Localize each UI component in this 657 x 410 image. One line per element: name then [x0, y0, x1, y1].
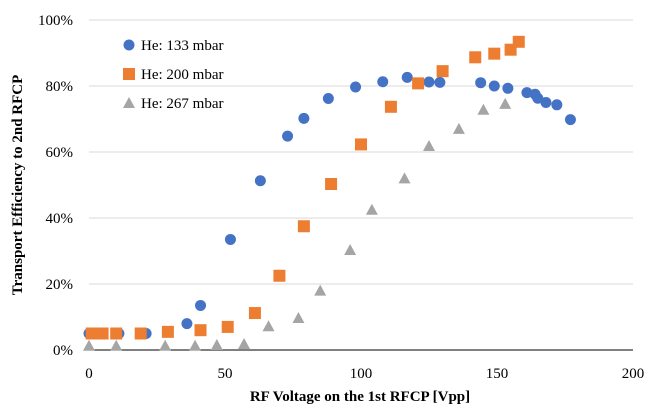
y-tick-label: 60% — [46, 145, 74, 161]
data-point — [398, 172, 411, 184]
x-tick-labels: 0 50 100 150 200 — [85, 366, 644, 382]
series-3 — [83, 97, 512, 351]
x-tick-label: 100 — [350, 366, 373, 382]
data-point — [273, 269, 286, 282]
data-point — [434, 76, 446, 88]
data-point — [436, 65, 449, 78]
data-point — [469, 51, 482, 64]
data-point — [504, 43, 517, 56]
data-point — [551, 99, 563, 111]
x-tick-label: 50 — [218, 366, 233, 382]
data-point — [224, 233, 236, 245]
data-point — [377, 76, 389, 88]
data-point — [195, 299, 207, 311]
data-point — [134, 327, 147, 340]
data-point — [423, 76, 435, 88]
data-point — [96, 327, 109, 340]
x-axis-title: RF Voltage on the 1st RFCP [Vpp] — [250, 389, 470, 405]
y-tick-label: 40% — [46, 211, 74, 227]
data-point — [297, 220, 310, 233]
data-point — [282, 130, 294, 142]
data-point — [355, 138, 367, 151]
data-points — [83, 35, 576, 351]
data-point — [194, 324, 207, 337]
series-2 — [85, 35, 525, 340]
legend-marker-267 — [123, 97, 135, 108]
data-point — [384, 100, 397, 113]
data-point — [314, 284, 327, 296]
data-point — [325, 178, 338, 191]
data-point — [181, 318, 193, 330]
data-point — [499, 97, 512, 109]
data-point — [502, 82, 514, 94]
data-point — [350, 81, 362, 93]
data-point — [344, 244, 357, 256]
data-point — [262, 320, 275, 332]
data-point — [110, 339, 123, 351]
data-point — [423, 140, 435, 152]
data-point — [532, 92, 544, 104]
legend: He: 133 mbar He: 200 mbar He: 267 mbar — [123, 38, 223, 112]
gridlines — [89, 19, 633, 285]
data-point — [488, 47, 501, 60]
y-tick-label: 80% — [46, 79, 74, 95]
data-point — [159, 339, 172, 351]
data-point — [475, 77, 487, 89]
legend-label-133: He: 133 mbar — [141, 38, 223, 54]
data-point — [512, 35, 525, 48]
data-point — [540, 97, 552, 108]
y-tick-labels: 0% 20% 40% 60% 80% 100% — [38, 13, 73, 359]
x-tick-label: 0 — [85, 366, 93, 382]
data-point — [322, 93, 334, 105]
data-point — [452, 122, 465, 134]
data-point — [189, 339, 202, 351]
data-point — [521, 87, 533, 99]
data-point — [254, 175, 266, 187]
data-point — [238, 338, 251, 350]
data-point — [401, 71, 413, 83]
data-point — [412, 77, 425, 90]
data-point — [83, 339, 95, 351]
y-tick-label: 20% — [46, 277, 74, 293]
data-point — [161, 325, 174, 338]
data-point — [488, 80, 500, 92]
legend-marker-133 — [123, 39, 135, 51]
y-tick-label: 0% — [53, 343, 73, 359]
x-tick-label: 150 — [486, 366, 509, 382]
legend-label-267: He: 267 mbar — [141, 96, 223, 112]
legend-marker-200 — [123, 68, 135, 80]
data-point — [292, 311, 305, 323]
data-point — [365, 203, 378, 215]
data-point — [110, 327, 123, 340]
data-point — [564, 114, 576, 126]
data-point — [477, 103, 490, 115]
y-axis-title: Transport Efficiency to 2nd RFCP — [10, 75, 26, 296]
data-point — [298, 112, 310, 124]
legend-label-200: He: 200 mbar — [141, 67, 223, 83]
data-point — [248, 307, 261, 320]
y-tick-label: 100% — [38, 13, 73, 29]
data-point — [221, 320, 234, 333]
x-tick-label: 200 — [622, 366, 645, 382]
data-point — [210, 339, 223, 351]
